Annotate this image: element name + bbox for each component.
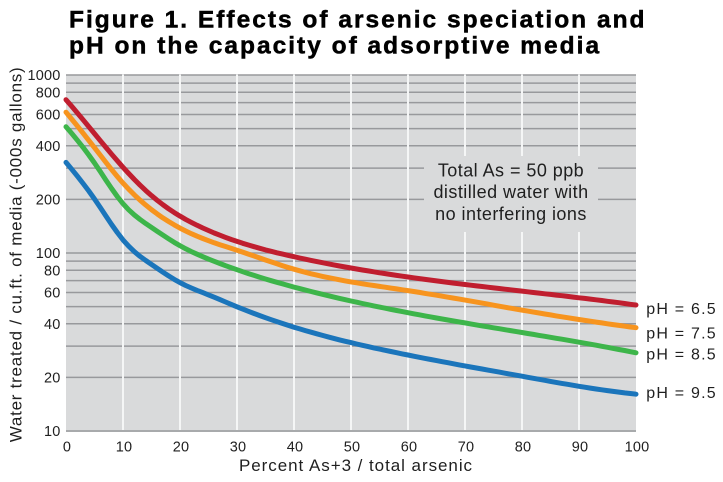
svg-text:pH = 7.5: pH = 7.5 — [646, 326, 717, 343]
svg-text:Water treated / cu.ft. of medi: Water treated / cu.ft. of media (-000s g… — [7, 67, 26, 443]
svg-text:100: 100 — [625, 439, 650, 455]
svg-text:70: 70 — [458, 439, 475, 455]
svg-text:pH = 8.5: pH = 8.5 — [646, 346, 717, 363]
svg-text:100: 100 — [36, 246, 61, 262]
svg-text:30: 30 — [230, 439, 247, 455]
svg-text:10: 10 — [116, 439, 133, 455]
svg-text:20: 20 — [173, 439, 190, 455]
svg-text:pH = 9.5: pH = 9.5 — [646, 385, 717, 402]
svg-text:80: 80 — [515, 439, 532, 455]
svg-text:pH = 6.5: pH = 6.5 — [646, 301, 717, 318]
svg-text:400: 400 — [36, 139, 61, 155]
svg-text:0: 0 — [63, 439, 71, 455]
svg-text:40: 40 — [287, 439, 304, 455]
svg-text:50: 50 — [344, 439, 361, 455]
svg-text:40: 40 — [44, 317, 61, 333]
svg-text:Total As = 50 ppb: Total As = 50 ppb — [438, 160, 584, 180]
svg-text:1000: 1000 — [27, 68, 60, 84]
svg-text:60: 60 — [401, 439, 418, 455]
svg-text:90: 90 — [572, 439, 589, 455]
svg-text:pH on the capacity of adsorpti: pH on the capacity of adsorptive media — [69, 32, 601, 59]
svg-text:Figure 1. Effects of arsenic s: Figure 1. Effects of arsenic speciation … — [69, 7, 647, 34]
svg-text:200: 200 — [36, 193, 61, 209]
svg-text:80: 80 — [44, 263, 61, 279]
svg-text:800: 800 — [36, 85, 61, 101]
svg-text:600: 600 — [36, 108, 61, 124]
svg-text:Percent As+3 / total arsenic: Percent As+3 / total arsenic — [239, 456, 473, 475]
svg-text:10: 10 — [44, 424, 61, 440]
svg-text:60: 60 — [44, 286, 61, 302]
svg-text:20: 20 — [44, 371, 61, 387]
svg-text:no interfering ions: no interfering ions — [435, 204, 587, 224]
svg-text:distilled water with: distilled water with — [433, 182, 588, 202]
